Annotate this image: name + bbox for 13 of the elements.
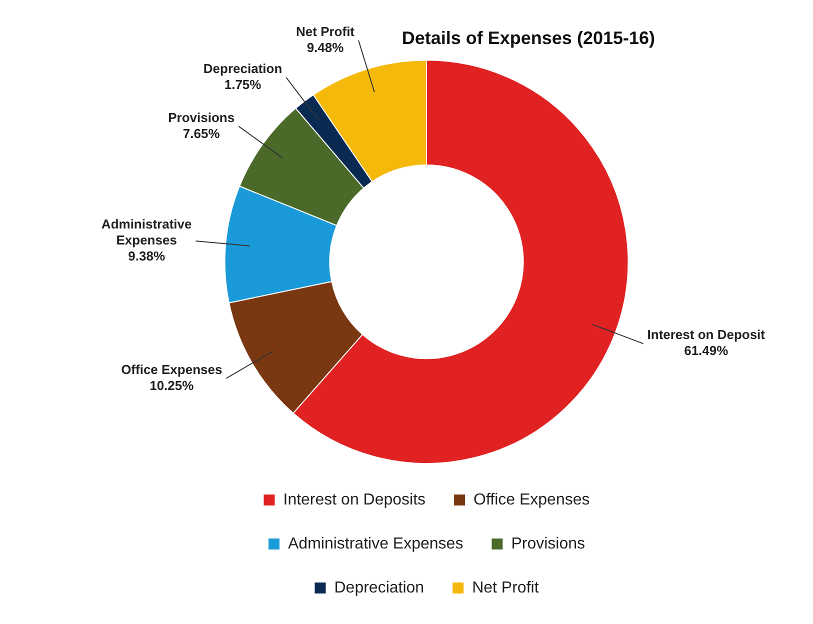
legend-label: Depreciation [334,579,424,596]
data-label: Depreciation 1.75% [203,61,282,92]
legend-label: Office Expenses [474,491,590,508]
data-label: Office Expenses 10.25% [121,362,222,393]
legend-label: Provisions [511,535,586,552]
data-label: Provisions 7.65% [168,110,235,141]
legend-label: Administrative Expenses [288,535,464,552]
legend-label: Net Profit [472,579,540,596]
chart-title: Details of Expenses (2015-16) [402,28,655,48]
legend-label: Interest on Deposits [283,491,426,508]
data-label: Administrative Expenses 9.38% [101,216,192,264]
data-label: Interest on Deposit 61.49% [647,327,766,358]
data-label: Net Profit 9.48% [296,24,356,55]
